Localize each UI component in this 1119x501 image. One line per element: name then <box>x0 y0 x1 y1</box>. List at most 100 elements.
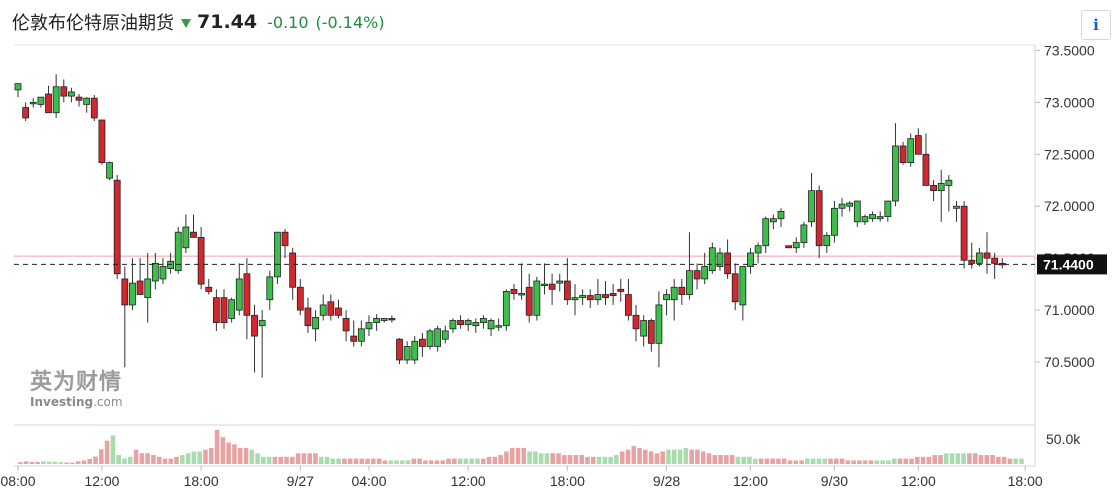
candle-up <box>52 86 60 114</box>
candle-up <box>144 278 152 299</box>
x-tick-label: 9/27 <box>287 473 314 489</box>
x-tick-label: 18:00 <box>550 473 585 489</box>
volume-bar <box>151 455 156 464</box>
volume-bar <box>834 458 839 464</box>
volume-bar <box>249 449 255 464</box>
volume-bar <box>457 458 463 464</box>
candle-up <box>937 182 945 192</box>
current-price-label: 71.4400 <box>1043 256 1094 272</box>
volume-bar <box>480 458 486 464</box>
volume-bar <box>278 456 284 464</box>
volume-bar <box>261 456 266 464</box>
volume-bar <box>180 455 185 464</box>
volume-bar <box>573 455 579 464</box>
candle-up <box>594 294 602 301</box>
candle-up <box>159 266 167 280</box>
volume-bar <box>845 460 851 464</box>
candle-up <box>167 260 175 269</box>
volume-bar <box>608 456 613 464</box>
volume-bar <box>776 458 781 464</box>
volume-bar <box>469 458 475 464</box>
volume-bar <box>504 451 509 464</box>
volume-bar <box>810 458 816 464</box>
candle-down <box>113 179 121 275</box>
investing-watermark-logo: 英为财情 Investing.com <box>30 372 123 409</box>
volume-bar <box>585 456 590 464</box>
volume-bar <box>648 451 654 464</box>
candle-up <box>975 252 983 264</box>
info-button[interactable]: i <box>1081 10 1111 40</box>
quote-header: 伦敦布伦特原油期货 71.44 -0.10 (-0.14%) <box>12 8 385 36</box>
candle-up <box>708 247 716 272</box>
volume-bar <box>226 442 231 464</box>
volume-bar <box>347 458 353 464</box>
volume-bar <box>70 462 75 464</box>
volume-bar <box>805 458 810 464</box>
candle-down <box>731 273 739 303</box>
volume-bar <box>342 458 347 464</box>
volume-bar <box>886 460 891 464</box>
candle-down <box>457 320 464 326</box>
volume-bar <box>382 460 388 464</box>
volume-axis-label: 50.0k <box>1046 431 1081 447</box>
candle-down <box>327 301 335 316</box>
volume-bar <box>764 458 770 464</box>
candle-up <box>480 318 487 323</box>
volume-bar <box>949 453 955 464</box>
volume-bar <box>330 458 336 464</box>
volume-bar <box>145 453 150 464</box>
candle-up <box>518 293 525 296</box>
volume-bar <box>770 458 775 464</box>
volume-bar <box>920 456 926 464</box>
candle-up <box>640 320 648 337</box>
candle-up <box>861 216 869 223</box>
volume-bar <box>87 458 93 464</box>
volume-bar <box>220 437 226 464</box>
price-change-percent: (-0.14%) <box>315 12 385 32</box>
volume-bar <box>724 455 729 464</box>
volume-bar <box>851 460 856 464</box>
volume-bar <box>336 458 341 464</box>
volume-bar <box>104 440 110 464</box>
candle-down <box>205 286 213 292</box>
volume-bar <box>266 456 272 464</box>
volume-bar <box>35 461 40 464</box>
candle-up <box>869 214 876 220</box>
candle-up <box>670 286 678 301</box>
volume-bar <box>122 458 127 464</box>
volume-bar <box>700 451 706 464</box>
candle-up <box>953 205 960 209</box>
volume-bar <box>197 451 202 464</box>
candle-up <box>571 297 579 301</box>
volume-bar <box>284 456 289 464</box>
candle-up <box>831 207 838 236</box>
candle-down <box>121 278 129 306</box>
volume-bar <box>689 449 694 464</box>
candle-up <box>151 262 159 282</box>
candle-up <box>182 226 190 249</box>
volume-bar <box>990 455 995 464</box>
candle-up <box>907 138 915 163</box>
volume-bar <box>857 460 862 464</box>
volume-bar <box>955 453 961 464</box>
candle-down <box>960 205 968 261</box>
x-tick-label: 12:00 <box>901 473 936 489</box>
volume-bar <box>533 451 538 464</box>
volume-bar <box>915 456 920 464</box>
volume-bar <box>602 456 608 464</box>
x-tick-label: 18:00 <box>184 473 219 489</box>
candle-down <box>815 190 823 247</box>
volume-bar <box>614 455 619 464</box>
candle-down <box>350 335 358 342</box>
candle-down <box>418 338 426 347</box>
candle-up <box>853 200 861 223</box>
volume-bar <box>828 458 833 464</box>
volume-bar <box>521 447 527 464</box>
candle-up <box>319 304 327 316</box>
volume-bar <box>307 453 312 464</box>
volume-bar <box>747 456 752 464</box>
x-tick-label: 12:00 <box>84 473 119 489</box>
volume-bar <box>625 449 631 464</box>
volume-bar <box>208 447 214 464</box>
